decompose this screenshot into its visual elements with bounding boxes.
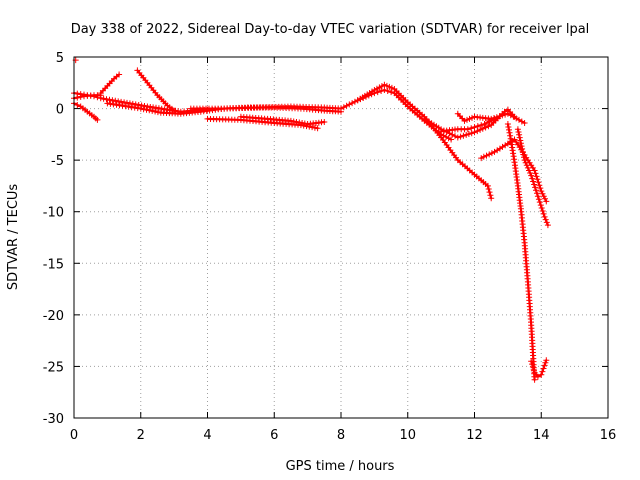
series-arc14 <box>438 115 498 135</box>
y-tick-label: -10 <box>43 206 64 221</box>
series-markers <box>187 103 344 112</box>
x-tick-label: 10 <box>399 428 416 443</box>
series-markers <box>504 121 538 383</box>
x-tick-label: 2 <box>137 428 145 443</box>
series-arc17 <box>504 121 538 383</box>
chart-title: Day 338 of 2022, Sidereal Day-to-day VTE… <box>71 22 590 37</box>
x-tick-label: 4 <box>203 428 211 443</box>
series-markers <box>478 136 550 205</box>
x-tick-label: 8 <box>337 428 345 443</box>
series-markers <box>204 115 321 132</box>
x-tick-label: 12 <box>466 428 483 443</box>
series-markers <box>97 71 123 97</box>
x-tick-label: 16 <box>600 428 617 443</box>
series-markers <box>354 87 455 143</box>
y-axis-label: SDTVAR / TECUs <box>6 184 21 291</box>
series-arc16 <box>478 136 550 205</box>
y-tick-label: 5 <box>56 51 64 66</box>
y-tick-label: -5 <box>51 154 64 169</box>
series-arc13 <box>421 106 518 141</box>
series-markers <box>237 113 328 127</box>
series-markers <box>514 126 551 229</box>
x-tick-label: 6 <box>270 428 278 443</box>
series-markers <box>438 115 498 135</box>
series-arc12 <box>354 87 455 143</box>
series-arc8 <box>187 103 344 112</box>
x-tick-label: 0 <box>70 428 78 443</box>
y-tick-label: 0 <box>56 103 64 118</box>
series-arc18 <box>528 357 550 380</box>
x-axis-label: GPS time / hours <box>286 459 395 474</box>
y-tick-label: -20 <box>43 309 64 324</box>
series-markers <box>134 67 178 114</box>
series-arc2 <box>71 100 101 123</box>
series-layer <box>71 57 551 383</box>
series-arc15 <box>454 110 528 126</box>
series-arc9 <box>204 115 321 132</box>
series-arc10 <box>237 113 328 127</box>
y-tick-label: -30 <box>43 412 64 427</box>
x-tick-label: 14 <box>533 428 550 443</box>
series-markers <box>454 110 528 126</box>
tick-layer: 0 2 4 6 8 10 12 14 16 5 0 -5 -10 -15 -20 -25 -30 <box>43 51 617 443</box>
series-arc6 <box>134 67 178 114</box>
y-tick-label: -15 <box>43 257 64 272</box>
series-markers <box>71 100 101 123</box>
series-markers <box>528 357 550 380</box>
series-trace <box>339 83 493 200</box>
series-arc19 <box>514 126 551 229</box>
series-markers <box>421 106 518 141</box>
series-arc4 <box>97 71 123 97</box>
y-tick-label: -25 <box>43 360 64 375</box>
